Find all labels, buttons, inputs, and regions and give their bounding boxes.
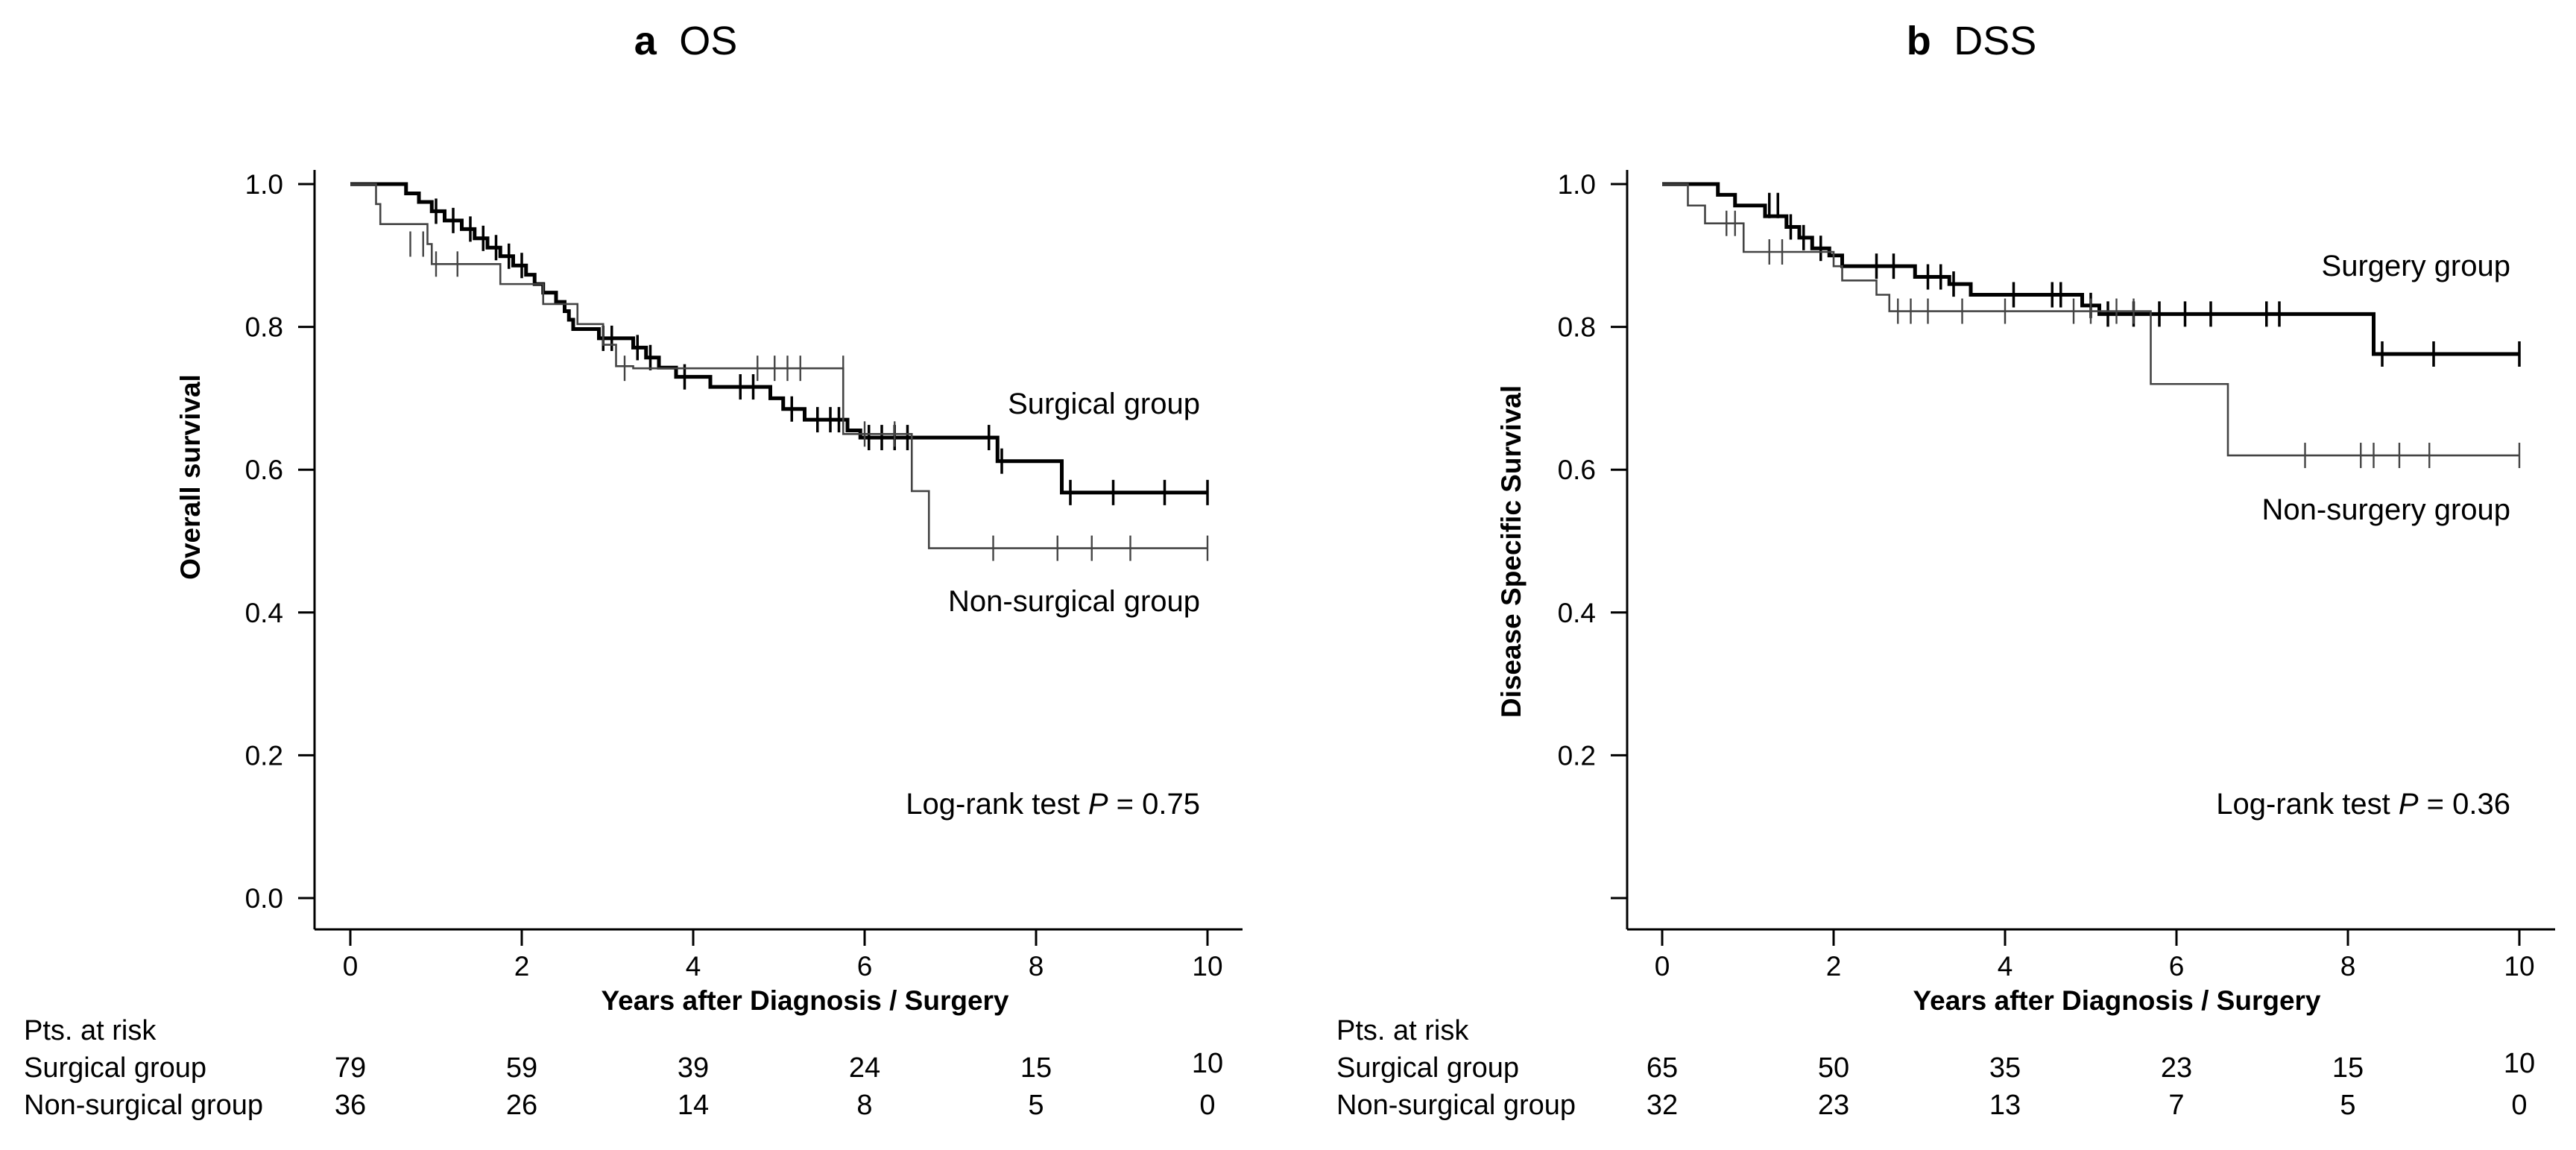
risk-value: 10	[2504, 1048, 2535, 1079]
panel-a-letter: a	[634, 19, 657, 63]
panel-a: a OS 0.00.20.40.60.81.0 0 2 4 6 8 10 Overall …	[24, 19, 1243, 1121]
x-tick-label: 2	[1826, 951, 1842, 982]
panel-a-logrank-prefix: Log-rank test	[906, 788, 1088, 821]
risk-value: 23	[2161, 1052, 2192, 1084]
panel-b-risk-table: Pts. at risk Surgical group Non-surgical…	[1336, 1015, 2535, 1121]
panel-b-risk-header: Pts. at risk	[1336, 1015, 1469, 1046]
y-tick-label: 0.4	[245, 598, 283, 628]
risk-value: 50	[1818, 1052, 1849, 1084]
panel-b-risk-row-label-2: Non-surgical group	[1336, 1090, 1576, 1121]
risk-value: 59	[506, 1052, 537, 1084]
risk-value: 36	[335, 1090, 366, 1121]
panel-a-y-axis-label: Overall survival	[175, 374, 206, 580]
x-tick-label: 0	[343, 951, 359, 982]
panel-b-x-axis-label: Years after Diagnosis / Surgery	[1913, 985, 2320, 1016]
panel-a-risk-table: Pts. at risk Surgical group Non-surgical…	[24, 1015, 1223, 1121]
panel-a-x-ticks: 0 2 4 6 8 10	[343, 929, 1223, 982]
panel-a-name: OS	[679, 19, 737, 63]
risk-value: 79	[335, 1052, 366, 1084]
y-tick-label: 0.4	[1558, 598, 1596, 628]
x-tick-label: 8	[2340, 951, 2356, 982]
y-tick-label: 0.2	[245, 740, 283, 771]
panel-b-name: DSS	[1954, 19, 2036, 63]
risk-value: 65	[1647, 1052, 1678, 1084]
panel-a-upper-series-label: Surgical group	[1008, 388, 1200, 420]
series-bold-group	[1662, 182, 2521, 367]
x-tick-label: 10	[2504, 951, 2534, 982]
x-tick-label: 8	[1029, 951, 1044, 982]
y-tick-label: 0.6	[1558, 455, 1596, 485]
panel-a-y-ticks: 0.0 0.2 0.4 0.6 0.8 1.0	[245, 169, 315, 914]
panel-a-p-value: = 0.75	[1108, 788, 1200, 821]
risk-value: 5	[1028, 1090, 1044, 1121]
survival-curve-line	[350, 182, 1208, 495]
x-tick-label: 4	[1998, 951, 2013, 982]
risk-value: 8	[856, 1090, 872, 1121]
y-tick-label: 0.2	[1558, 740, 1596, 771]
panel-b-y-axis-label: Disease Specific Survival	[1496, 385, 1527, 718]
y-tick-label: 0.8	[245, 312, 283, 343]
panel-a-risk-row-label-1: Surgical group	[24, 1052, 206, 1084]
risk-value: 39	[678, 1052, 709, 1084]
x-tick-label: 0	[1655, 951, 1670, 982]
panel-b-logrank-prefix: Log-rank test	[2216, 788, 2399, 821]
series-thin-group	[350, 183, 1209, 561]
y-tick-label: 0.0	[245, 883, 283, 914]
risk-value: 23	[1818, 1090, 1849, 1121]
panel-a-lower-series-label: Non-surgical group	[948, 585, 1200, 618]
panel-a-risk-header: Pts. at risk	[24, 1015, 157, 1046]
panel-a-logrank-text: Log-rank test P = 0.75	[906, 788, 1200, 821]
risk-value: 13	[1989, 1090, 2021, 1121]
x-tick-label: 6	[2169, 951, 2185, 982]
series-thin-group	[1662, 183, 2521, 469]
survival-curve-line	[1662, 183, 2519, 457]
x-tick-label: 4	[686, 951, 701, 982]
panel-b: b DSS 0.2 0.4 0.6 0.8 1.0 0 2 4 6 8 10 Disease Sp…	[1336, 19, 2555, 1121]
y-tick-label: 1.0	[245, 169, 283, 200]
risk-value: 26	[506, 1090, 537, 1121]
panel-a-risk-row-label-2: Non-surgical group	[24, 1090, 263, 1121]
risk-value: 24	[849, 1052, 880, 1084]
panel-b-p-value: = 0.36	[2419, 788, 2510, 821]
series-bold-group	[350, 182, 1209, 505]
risk-value: 35	[1989, 1052, 2021, 1084]
panel-b-risk-row-label-1: Surgical group	[1336, 1052, 1519, 1084]
risk-value: 7	[2168, 1090, 2184, 1121]
y-tick-label: 1.0	[1558, 169, 1596, 200]
risk-value: 10	[1192, 1048, 1223, 1079]
panel-b-upper-series-label: Surgery group	[2322, 250, 2510, 282]
panel-a-curves	[350, 182, 1209, 561]
risk-value: 0	[2511, 1090, 2527, 1121]
panel-b-y-ticks: 0.2 0.4 0.6 0.8 1.0	[1558, 169, 1627, 900]
panel-b-logrank-text: Log-rank test P = 0.36	[2216, 788, 2510, 821]
survival-curve-line	[350, 183, 1208, 549]
panel-b-letter: b	[1907, 19, 1931, 63]
x-tick-label: 6	[857, 951, 873, 982]
risk-value: 0	[1199, 1090, 1215, 1121]
panel-a-risk-values: 79 59 39 24 15 10 36 26 14 8 5 0	[335, 1048, 1223, 1121]
y-tick-label: 0.6	[245, 455, 283, 485]
panel-a-title: a OS	[634, 19, 738, 63]
x-tick-label: 2	[514, 951, 530, 982]
risk-value: 32	[1647, 1090, 1678, 1121]
survival-curve-line	[1662, 182, 2519, 356]
panel-b-title: b DSS	[1907, 19, 2037, 63]
y-tick-label: 0.8	[1558, 312, 1596, 343]
risk-value: 15	[1020, 1052, 1052, 1084]
risk-value: 14	[678, 1090, 709, 1121]
panel-b-curves	[1662, 182, 2521, 469]
risk-value: 5	[2340, 1090, 2355, 1121]
panel-a-x-axis-label: Years after Diagnosis / Surgery	[601, 985, 1008, 1016]
panel-b-lower-series-label: Non-surgery group	[2262, 493, 2511, 526]
panel-a-p-symbol: P	[1088, 788, 1108, 821]
risk-value: 15	[2332, 1052, 2364, 1084]
x-tick-label: 10	[1192, 951, 1222, 982]
panel-b-x-ticks: 0 2 4 6 8 10	[1655, 929, 2535, 982]
panel-b-p-symbol: P	[2399, 788, 2419, 821]
